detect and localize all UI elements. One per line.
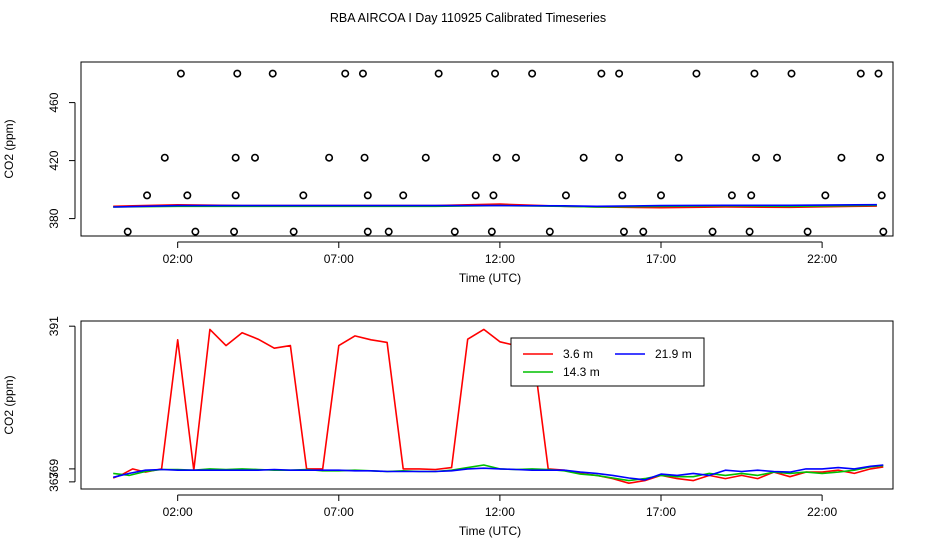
x-tick-label: 22:00 bbox=[807, 505, 837, 519]
data-point bbox=[230, 227, 239, 236]
data-point bbox=[656, 191, 665, 200]
legend-label: 3.6 m bbox=[563, 347, 593, 361]
data-point bbox=[325, 153, 334, 162]
x-tick-label: 02:00 bbox=[163, 505, 193, 519]
data-point bbox=[160, 153, 169, 162]
figure-title: RBA AIRCOA I Day 110925 Calibrated Times… bbox=[330, 11, 606, 25]
data-point bbox=[511, 153, 520, 162]
data-point bbox=[579, 153, 588, 162]
data-point bbox=[597, 69, 606, 78]
data-point bbox=[752, 153, 761, 162]
legend-label: 14.3 m bbox=[563, 365, 600, 379]
x-tick-label: 02:00 bbox=[163, 252, 193, 266]
data-point bbox=[561, 191, 570, 200]
data-point bbox=[289, 227, 298, 236]
data-point bbox=[384, 227, 393, 236]
data-point bbox=[856, 69, 865, 78]
data-point bbox=[363, 191, 372, 200]
y-tick-label: 420 bbox=[47, 150, 61, 170]
x-tick-label: 12:00 bbox=[485, 252, 515, 266]
series-line-2 bbox=[113, 203, 877, 208]
data-point bbox=[876, 153, 885, 162]
data-point bbox=[360, 153, 369, 162]
data-point bbox=[299, 191, 308, 200]
data-point bbox=[639, 227, 648, 236]
data-point bbox=[143, 191, 152, 200]
plot-frame bbox=[80, 320, 894, 490]
plot-frame bbox=[80, 61, 894, 237]
data-point bbox=[341, 69, 350, 78]
data-point bbox=[837, 153, 846, 162]
y-tick-label: 380 bbox=[47, 208, 61, 228]
data-point bbox=[487, 227, 496, 236]
bottom-panel: 02:00 07:00 12:00 17:00 22:00 Time (UTC) 36736… bbox=[2, 316, 894, 538]
data-point bbox=[618, 191, 627, 200]
data-point bbox=[877, 191, 886, 200]
data-point bbox=[363, 227, 372, 236]
data-point bbox=[434, 69, 443, 78]
data-point bbox=[747, 191, 756, 200]
y-axis-title: CO2 (ppm) bbox=[2, 119, 16, 178]
data-point bbox=[692, 69, 701, 78]
data-point bbox=[821, 191, 830, 200]
data-point bbox=[191, 227, 200, 236]
x-tick-label: 22:00 bbox=[807, 252, 837, 266]
x-axis-title: Time (UTC) bbox=[459, 271, 521, 285]
x-tick-label: 07:00 bbox=[324, 252, 354, 266]
legend: 3.6 m 14.3 m 21.9 m bbox=[510, 337, 705, 387]
data-point bbox=[421, 153, 430, 162]
y-axis-title: CO2 (ppm) bbox=[2, 375, 16, 434]
data-point bbox=[772, 153, 781, 162]
data-point bbox=[674, 153, 683, 162]
x-tick-label: 17:00 bbox=[646, 252, 676, 266]
data-point bbox=[745, 227, 754, 236]
legend-label: 21.9 m bbox=[655, 347, 692, 361]
data-point bbox=[787, 69, 796, 78]
data-point bbox=[358, 69, 367, 78]
y-tick-label: 391 bbox=[47, 316, 61, 336]
y-tick-label: 369 bbox=[47, 459, 61, 479]
data-point bbox=[803, 227, 812, 236]
series-line-2 bbox=[113, 464, 884, 481]
data-point bbox=[268, 69, 277, 78]
data-point bbox=[183, 191, 192, 200]
x-tick-label: 12:00 bbox=[485, 505, 515, 519]
data-point bbox=[619, 227, 628, 236]
data-point bbox=[176, 69, 185, 78]
data-point bbox=[615, 153, 624, 162]
data-point bbox=[231, 153, 240, 162]
data-point bbox=[233, 69, 242, 78]
series-line-0 bbox=[112, 328, 884, 485]
series-line-1 bbox=[113, 464, 884, 482]
x-tick-label: 07:00 bbox=[324, 505, 354, 519]
data-point bbox=[471, 191, 480, 200]
data-point bbox=[874, 69, 883, 78]
top-panel: 02:00 07:00 12:00 17:00 22:00 Time (UTC) 380 42… bbox=[2, 61, 894, 285]
data-point bbox=[450, 227, 459, 236]
data-point bbox=[750, 69, 759, 78]
data-point bbox=[492, 153, 501, 162]
data-point bbox=[231, 191, 240, 200]
data-point bbox=[489, 191, 498, 200]
data-point bbox=[708, 227, 717, 236]
data-point bbox=[879, 227, 888, 236]
data-point bbox=[491, 69, 500, 78]
data-point bbox=[528, 69, 537, 78]
data-point bbox=[615, 69, 624, 78]
y-tick-label: 367 bbox=[47, 472, 61, 492]
data-point bbox=[123, 227, 132, 236]
x-tick-label: 17:00 bbox=[646, 505, 676, 519]
x-axis-title: Time (UTC) bbox=[459, 524, 521, 538]
data-point bbox=[545, 227, 554, 236]
legend-box bbox=[510, 337, 705, 387]
y-tick-label: 460 bbox=[47, 92, 61, 112]
data-point bbox=[251, 153, 260, 162]
data-point bbox=[727, 191, 736, 200]
data-point bbox=[399, 191, 408, 200]
